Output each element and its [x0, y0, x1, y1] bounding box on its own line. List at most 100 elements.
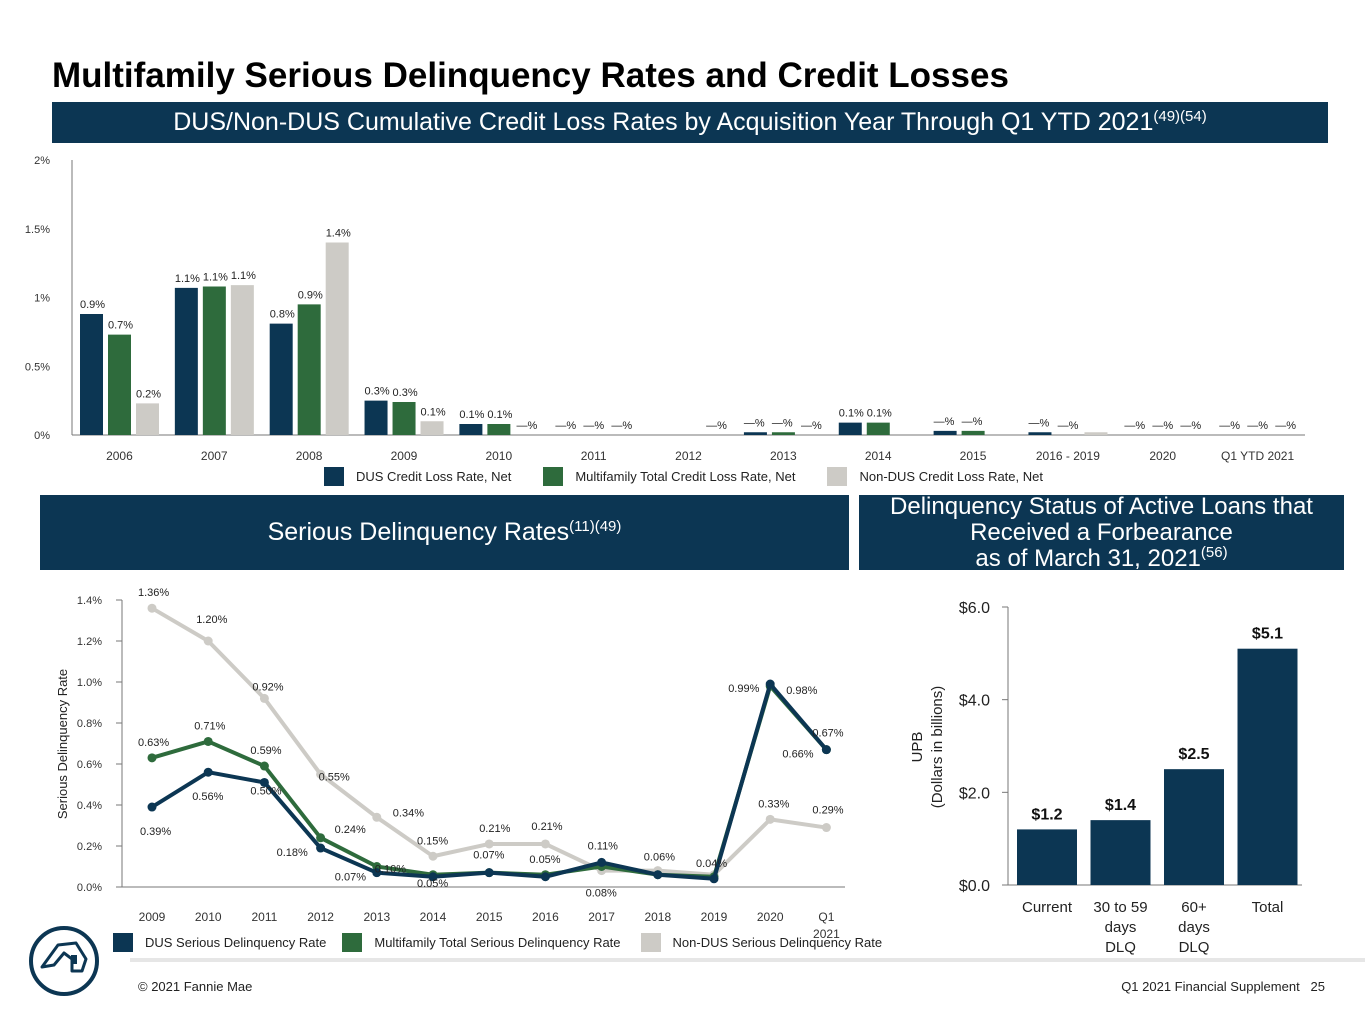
- line-data-label: 0.59%: [250, 745, 281, 757]
- delinquency-line-chart: 0.0% 0.2% 0.4% 0.6% 0.8% 1.0% 1.2% 1.4% Serious …: [55, 587, 845, 940]
- forb-bar: [1237, 648, 1298, 885]
- bar-y-tick-label: 0.5%: [25, 361, 50, 373]
- line-legend: DUS Serious Delinquency Rate Multifamily…: [113, 933, 882, 952]
- bar-data-label: 0.9%: [80, 299, 105, 311]
- line-x-category-label: Q1: [818, 910, 834, 924]
- forb-x-category-label: days: [1105, 919, 1137, 936]
- bar-non-dus: [420, 421, 444, 435]
- bar-data-label: 1.1%: [175, 273, 200, 285]
- line-point-non-dus: [203, 636, 213, 646]
- bar-data-label: —%: [962, 416, 983, 428]
- forb-bar-value-label: $1.2: [1031, 806, 1062, 823]
- line-point-non-dus: [316, 769, 326, 779]
- bar-x-category-label: 2014: [865, 449, 892, 463]
- line-point-dus: [484, 868, 494, 878]
- bar-dus: [1028, 432, 1052, 435]
- banner-right-line3: as of March 31, 2021: [975, 544, 1201, 572]
- bar-data-label: 0.2%: [136, 388, 161, 400]
- line-point-dus: [540, 872, 550, 882]
- line-y-tick-label: 1.2%: [77, 636, 102, 648]
- line-data-label: 0.92%: [252, 681, 283, 693]
- line-data-label: 0.39%: [140, 826, 171, 838]
- line-x-category-label: 2016: [532, 910, 559, 924]
- line-x-category-label: 2011: [251, 910, 277, 924]
- bar-x-category-label: 2007: [201, 449, 228, 463]
- forb-y-tick-label: $6.0: [959, 600, 990, 617]
- line-point-dus: [765, 679, 775, 689]
- legend-swatch-dus-sdq: [113, 933, 133, 952]
- line-data-label: 1.36%: [138, 587, 169, 599]
- line-point-multifamily: [316, 833, 326, 843]
- bar-data-label: —%: [1275, 420, 1296, 432]
- line-data-label: 0.66%: [782, 749, 813, 761]
- bar-x-category-label: 2016 - 2019: [1036, 449, 1100, 463]
- bar-data-label: —%: [801, 420, 822, 432]
- line-data-label: 0.18%: [277, 847, 308, 859]
- bar-data-label: 1.4%: [326, 228, 351, 240]
- line-point-dus: [147, 802, 157, 812]
- banner-left-sup: (11)(49): [569, 518, 622, 535]
- line-x-category-label: 2014: [420, 910, 447, 924]
- bar-multifamily: [487, 424, 511, 435]
- bar-x-category-label: 2011: [581, 449, 607, 463]
- bar-multifamily: [771, 432, 795, 435]
- bar-multifamily: [392, 402, 416, 435]
- legend-swatch-multifamily: [543, 467, 564, 486]
- line-y-tick-label: 1.4%: [77, 595, 102, 607]
- line-data-label: 0.34%: [393, 807, 424, 819]
- line-x-category-label: 2019: [701, 910, 728, 924]
- bar-dus: [838, 422, 862, 435]
- forb-bar-value-label: $2.5: [1178, 746, 1209, 763]
- forb-y-axis-subtitle: (Dollars in billions): [929, 686, 946, 809]
- line-x-category-label: 2013: [363, 910, 390, 924]
- bar-data-label: —%: [1180, 420, 1201, 432]
- forb-x-category-label: 60+: [1181, 899, 1207, 916]
- line-point-non-dus: [372, 812, 382, 822]
- bar-data-label: 0.3%: [393, 387, 418, 399]
- forb-x-category-label: Current: [1022, 899, 1073, 916]
- copyright-text: © 2021 Fannie Mae: [138, 979, 253, 994]
- line-data-label: 0.63%: [138, 737, 169, 749]
- line-y-tick-label: 0.2%: [77, 841, 102, 853]
- bar-data-label: —%: [1058, 420, 1079, 432]
- line-x-category-label: 2010: [195, 910, 222, 924]
- line-x-category-label: 2017: [588, 910, 615, 924]
- line-y-tick-label: 0.8%: [77, 718, 102, 730]
- bar-dus: [80, 314, 103, 435]
- bar-data-label: —%: [555, 420, 576, 432]
- line-point-multifamily: [372, 862, 382, 871]
- line-data-label: 0.05%: [417, 878, 448, 890]
- line-x-category-label: 2015: [476, 910, 503, 924]
- banner-top-sup: (49)(54): [1153, 108, 1207, 125]
- line-data-label: 0.98%: [786, 685, 817, 697]
- line-point-dus: [428, 872, 438, 882]
- line-data-label: 0.08%: [586, 888, 617, 900]
- legend-label-non-dus: Non-DUS Credit Loss Rate, Net: [859, 469, 1043, 484]
- bar-data-label: —%: [1124, 420, 1145, 432]
- bar-data-label: 1.1%: [203, 272, 228, 284]
- legend-swatch-multifamily-sdq: [342, 933, 363, 952]
- legend-swatch-dus: [324, 467, 344, 486]
- bar-data-label: —%: [1219, 420, 1240, 432]
- bar-data-label: 0.1%: [459, 409, 484, 421]
- bar-data-label: —%: [516, 420, 537, 432]
- line-point-dus: [203, 767, 213, 777]
- forb-bar: [1017, 829, 1077, 885]
- line-point-dus: [653, 870, 663, 880]
- line-point-dus: [597, 857, 607, 867]
- line-data-label: 1.20%: [196, 614, 227, 626]
- bar-non-dus: [325, 242, 349, 435]
- bar-dus: [174, 287, 198, 435]
- forb-y-tick-label: $0.0: [959, 878, 990, 895]
- bar-data-label: 0.3%: [365, 386, 390, 398]
- bar-x-category-label: 2020: [1149, 449, 1176, 463]
- bar-data-label: 0.8%: [270, 309, 295, 321]
- line-data-label: 0.67%: [812, 728, 843, 740]
- bar-data-label: 0.1%: [867, 408, 892, 420]
- bar-dus: [269, 323, 293, 435]
- line-point-non-dus: [259, 693, 269, 703]
- banner-left-text: Serious Delinquency Rates: [267, 518, 570, 546]
- line-x-category-label: 2009: [139, 910, 166, 924]
- bar-data-label: —%: [706, 420, 727, 432]
